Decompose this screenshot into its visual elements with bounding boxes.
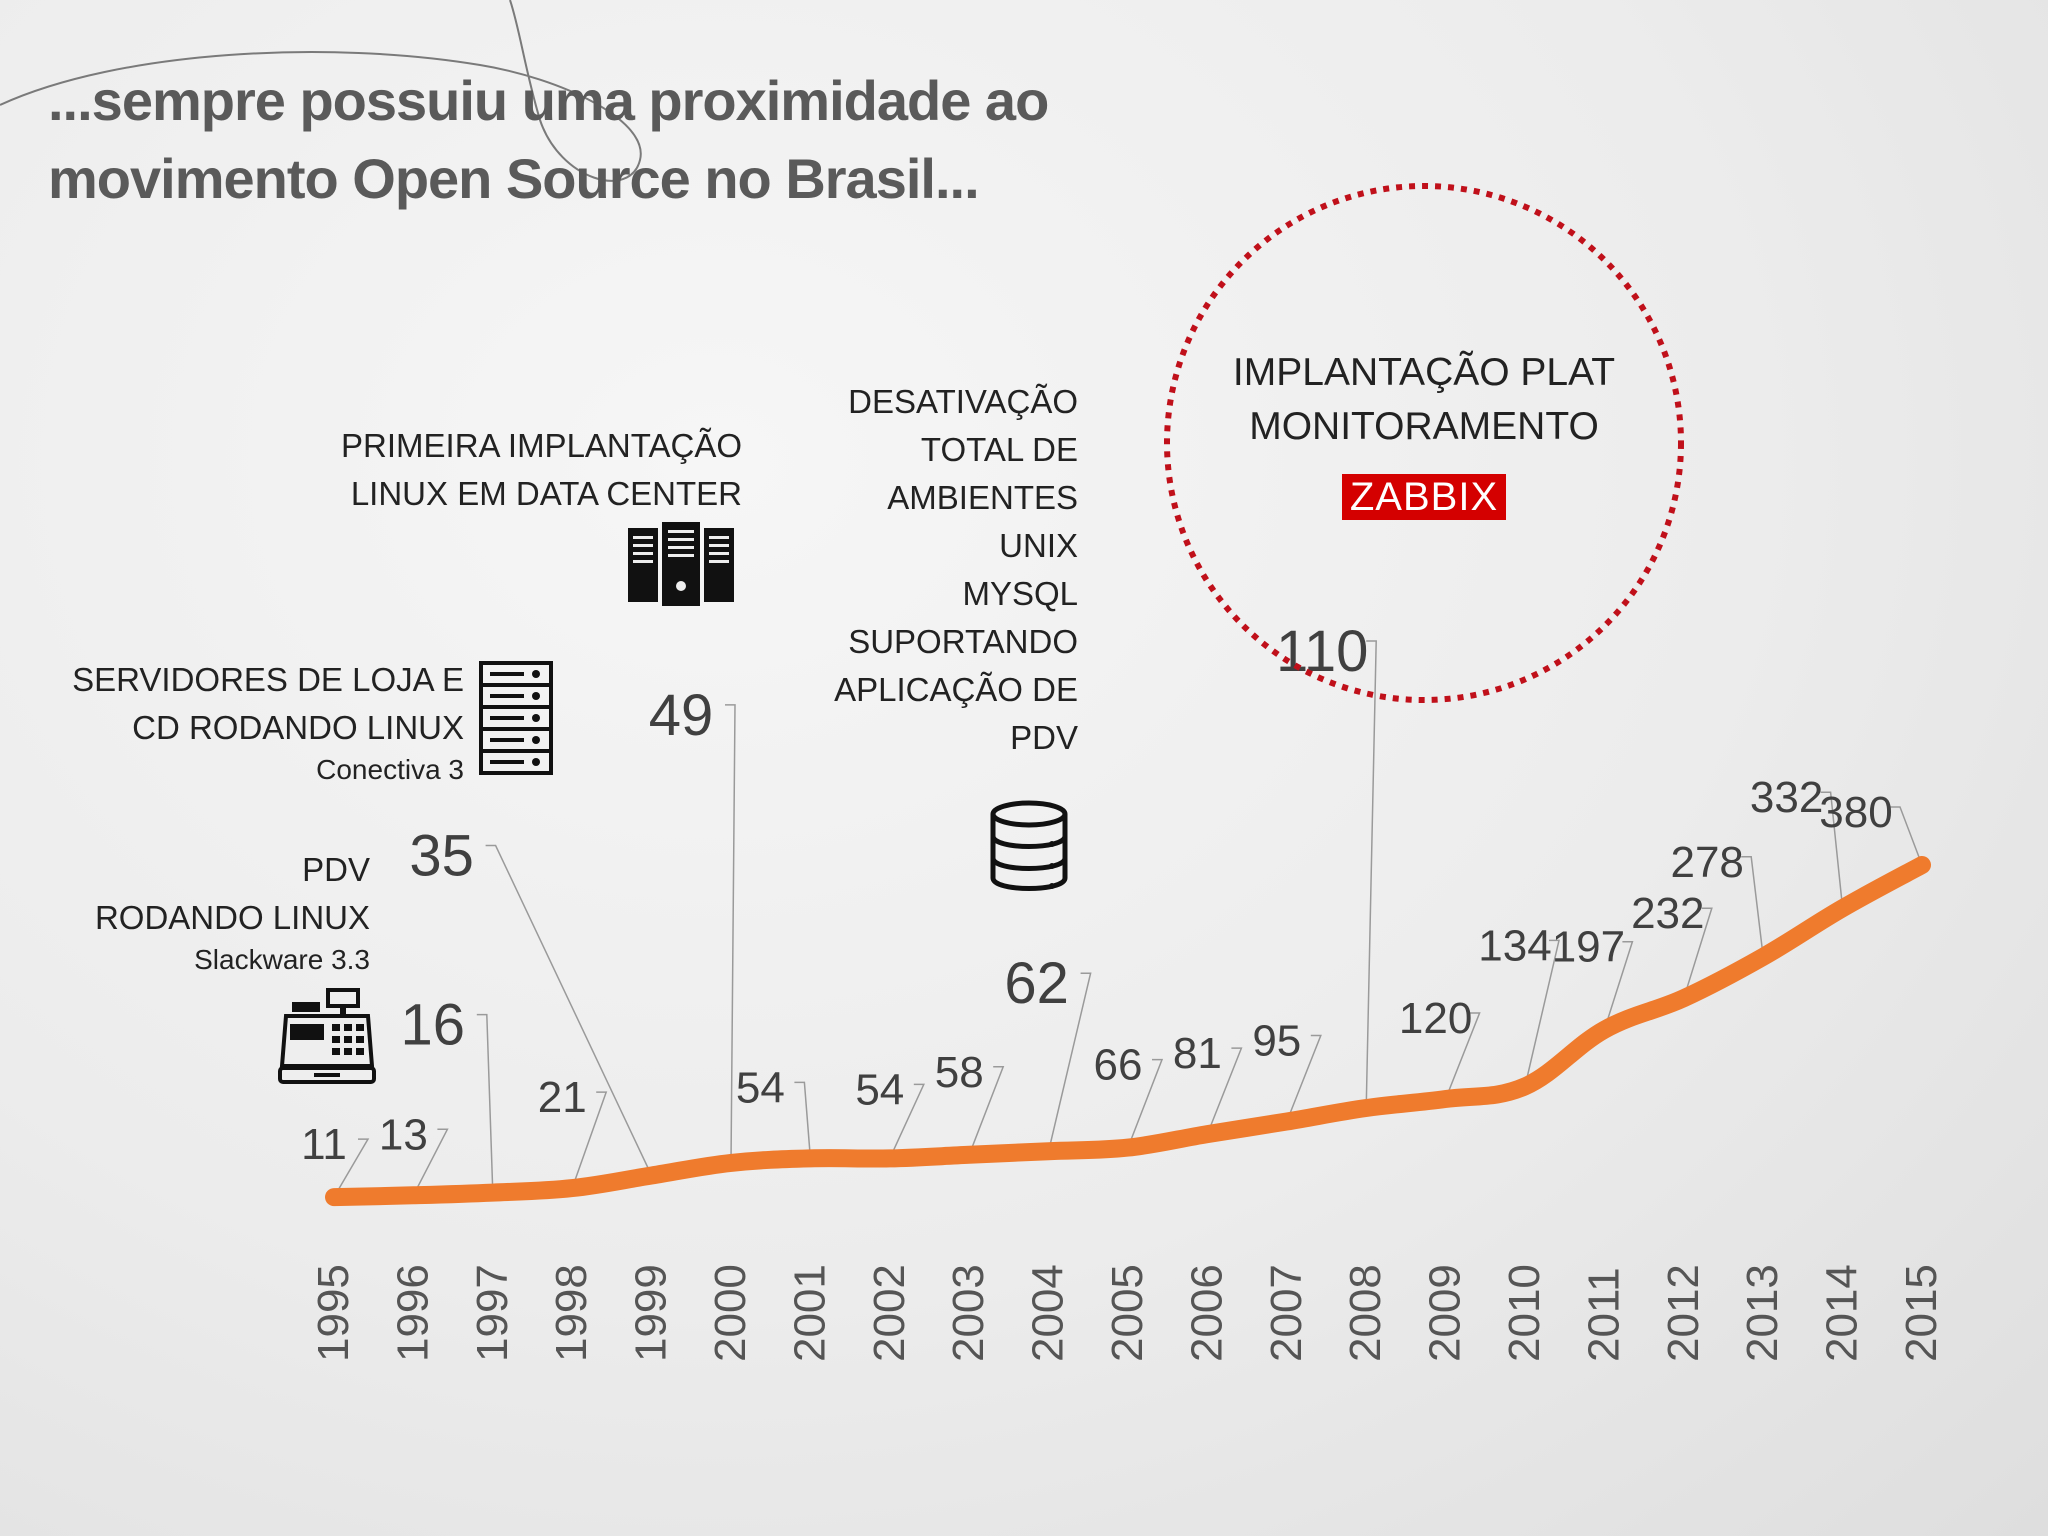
data-label-2006: 81 [1173, 1029, 1222, 1078]
leader-line-2008 [1365, 640, 1377, 1109]
leader-line-1999 [485, 844, 653, 1176]
leader-line-2006 [1206, 1047, 1243, 1135]
server-tower-icon [628, 522, 734, 606]
leader-line-1995 [333, 1138, 370, 1198]
title-line-1: ...sempre possuiu uma proximidade ao [48, 69, 1049, 132]
server-rack-icon [479, 661, 553, 775]
x-tick-2011: 2011 [1579, 1267, 1628, 1362]
data-label-2004: 62 [1004, 951, 1069, 1016]
leader-line-2001 [794, 1081, 812, 1159]
annotation-pdv: PDV RODANDO LINUX Slackware 3.3 [40, 846, 370, 978]
series-line [325, 856, 1931, 1207]
x-tick-2009: 2009 [1421, 1264, 1470, 1362]
database-icon [990, 800, 1068, 891]
annotation-unix-line2: TOTAL DE [920, 431, 1078, 468]
leader-line-2005 [1127, 1058, 1164, 1148]
data-label-1997: 16 [401, 993, 466, 1058]
annotation-datacenter: PRIMEIRA IMPLANTAÇÃO LINUX EM DATA CENTE… [290, 422, 742, 518]
annotation-unix-line7: APLICAÇÃO DE [834, 671, 1078, 708]
x-tick-2014: 2014 [1818, 1264, 1867, 1362]
leader-line-2012 [1683, 907, 1713, 999]
x-tick-2005: 2005 [1103, 1264, 1152, 1362]
x-tick-2004: 2004 [1024, 1264, 1073, 1362]
x-tick-1995: 1995 [309, 1264, 358, 1362]
data-label-2003: 58 [935, 1048, 984, 1097]
data-label-2011: 197 [1552, 923, 1625, 972]
data-label-2002: 54 [855, 1065, 904, 1114]
annotation-pdv-line2: RODANDO LINUX [94, 899, 370, 936]
data-label-2005: 66 [1094, 1041, 1143, 1090]
annotation-pdv-line1: PDV [302, 851, 370, 888]
leader-line-2004 [1047, 972, 1092, 1152]
annotation-zabbix-line1: IMPLANTAÇÃO PLAT [1232, 351, 1616, 394]
x-tick-2001: 2001 [785, 1264, 834, 1362]
x-tick-2010: 2010 [1500, 1264, 1549, 1362]
annotation-pdv-sub: Slackware 3.3 [194, 944, 370, 975]
leader-line-2009 [1444, 1012, 1481, 1100]
annotation-unix-line4: UNIX [999, 527, 1078, 564]
x-tick-2007: 2007 [1262, 1264, 1311, 1362]
data-label-2007: 95 [1252, 1017, 1301, 1066]
x-tick-2002: 2002 [865, 1264, 914, 1362]
leader-line-1997 [476, 1013, 494, 1193]
x-tick-1996: 1996 [388, 1264, 437, 1362]
title-line-2: movimento Open Source no Brasil... [48, 147, 980, 210]
annotation-zabbix-line2: MONITORAMENTO [1249, 405, 1599, 448]
leader-line-2015 [1890, 806, 1923, 866]
annotation-zabbix: IMPLANTAÇÃO PLAT MONITORAMENTO ZABBIX [1184, 346, 1664, 525]
leader-line-2000 [725, 704, 736, 1163]
data-label-2010: 134 [1478, 921, 1551, 970]
data-label-2000: 49 [649, 683, 714, 748]
data-label-1995: 11 [301, 1120, 347, 1169]
annotation-servidores-line1: SERVIDORES DE LOJA E [72, 661, 464, 698]
data-label-2012: 232 [1631, 889, 1704, 938]
x-tick-2003: 2003 [944, 1264, 993, 1362]
slide-title: ...sempre possuiu uma proximidade ao mov… [48, 62, 1148, 218]
annotation-unix-line5: MYSQL [962, 575, 1078, 612]
data-label-1998: 21 [538, 1073, 587, 1122]
annotation-unix-line1: DESATIVAÇÃO [848, 383, 1078, 420]
leader-line-2002 [889, 1083, 925, 1159]
x-tick-1997: 1997 [468, 1264, 517, 1362]
x-tick-2012: 2012 [1659, 1264, 1708, 1362]
leader-line-1998 [571, 1091, 608, 1189]
annotation-unix-line3: AMBIENTES [887, 479, 1078, 516]
cash-register-icon [278, 988, 376, 1084]
leader-line-2011 [1603, 940, 1634, 1030]
data-label-2014: 332 [1750, 773, 1823, 822]
leader-line-2003 [968, 1066, 1005, 1156]
data-label-2013: 278 [1670, 838, 1743, 887]
leader-line-2014 [1820, 791, 1844, 909]
x-tick-1999: 1999 [627, 1264, 676, 1362]
annotation-servidores-sub: Conectiva 3 [316, 754, 464, 785]
leader-line-2007 [1286, 1034, 1322, 1122]
leader-line-1996 [412, 1128, 449, 1196]
data-label-1996: 13 [379, 1110, 428, 1159]
leader-line-2013 [1741, 856, 1764, 957]
data-label-1999: 35 [409, 824, 474, 889]
leader-line-2010 [1524, 939, 1560, 1087]
data-label-2008: 110 [1276, 619, 1368, 684]
data-label-2015: 380 [1819, 788, 1892, 837]
annotation-datacenter-line2: LINUX EM DATA CENTER [350, 475, 742, 512]
annotation-servidores-line2: CD RODANDO LINUX [132, 709, 464, 746]
annotation-unix: DESATIVAÇÃO TOTAL DE AMBIENTES UNIX MYSQ… [770, 378, 1078, 762]
x-tick-2015: 2015 [1897, 1264, 1946, 1362]
x-tick-2000: 2000 [706, 1264, 755, 1362]
x-tick-2006: 2006 [1182, 1264, 1231, 1362]
x-tick-2013: 2013 [1738, 1264, 1787, 1362]
zabbix-logo: ZABBIX [1341, 474, 1507, 520]
annotation-unix-line6: SUPORTANDO [848, 623, 1078, 660]
annotation-servidores: SERVIDORES DE LOJA E CD RODANDO LINUX Co… [60, 656, 464, 788]
annotation-unix-line8: PDV [1010, 719, 1078, 756]
x-tick-2008: 2008 [1341, 1264, 1390, 1362]
annotation-datacenter-line1: PRIMEIRA IMPLANTAÇÃO [341, 427, 742, 464]
data-label-2001: 54 [736, 1063, 785, 1112]
x-tick-1998: 1998 [547, 1264, 596, 1362]
data-label-2009: 120 [1399, 994, 1472, 1043]
